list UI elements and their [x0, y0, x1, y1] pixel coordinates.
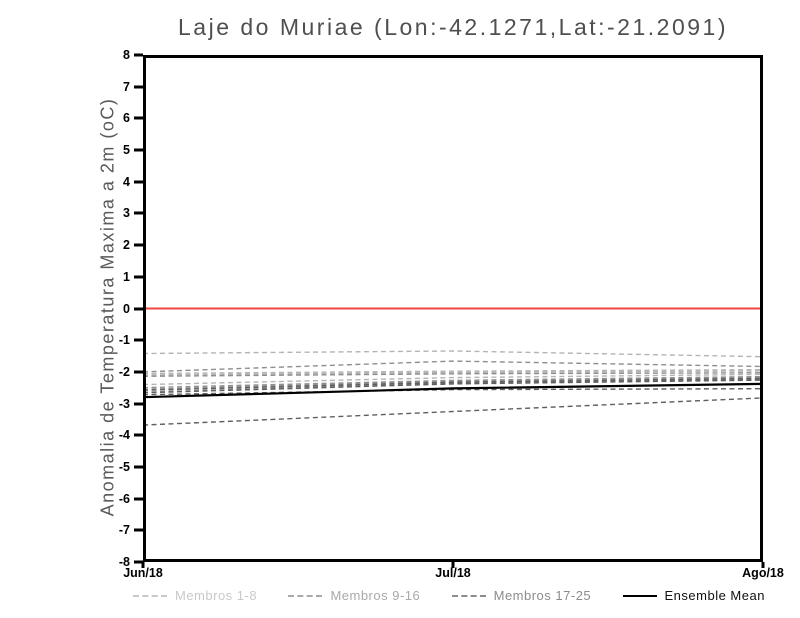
- y-tick-label: -2: [118, 364, 130, 379]
- y-tick-mark: [134, 528, 143, 532]
- y-axis-ticks: 8 7 6 5 4 3 2 1 0 -1 -2 -3 -4 -5 -6 -7 -8: [0, 48, 143, 569]
- y-tick-label: 8: [123, 48, 130, 62]
- y-tick-mark: [134, 402, 143, 406]
- y-tick-label: 2: [123, 238, 130, 253]
- legend-item: Membros 17-25: [451, 588, 592, 603]
- y-tick-label: 3: [123, 206, 130, 221]
- y-tick-mark: [134, 53, 143, 57]
- legend-label: Membros 1-8: [175, 588, 258, 603]
- member-line: [143, 370, 763, 376]
- member-line: [143, 360, 763, 373]
- dashed-line-swatch-icon: [288, 594, 323, 597]
- legend-label: Ensemble Mean: [664, 588, 765, 603]
- member-line: [143, 373, 763, 386]
- y-tick-mark: [134, 275, 143, 279]
- x-tick-mark: [451, 562, 455, 568]
- y-tick-label: -5: [118, 459, 130, 474]
- y-tick-mark: [134, 85, 143, 89]
- x-tick-label: Ago/18: [742, 566, 784, 580]
- y-tick-label: -3: [118, 396, 130, 411]
- y-tick-label: -7: [118, 523, 130, 538]
- solid-line-swatch-icon: [622, 594, 657, 597]
- y-tick-label: -6: [118, 491, 130, 506]
- x-tick-label: Jul/18: [435, 566, 471, 580]
- member-line: [143, 377, 763, 391]
- y-tick-mark: [134, 370, 143, 374]
- member-line: [143, 397, 763, 426]
- y-tick-mark: [134, 148, 143, 152]
- legend-item: Membros 1-8: [133, 588, 257, 603]
- legend-label: Membros 17-25: [493, 588, 592, 603]
- member-line: [143, 376, 763, 390]
- y-tick-mark: [134, 211, 143, 215]
- member-line: [143, 369, 763, 375]
- legend-label: Membros 9-16: [330, 588, 421, 603]
- y-tick-mark: [134, 497, 143, 501]
- y-tick-label: -8: [118, 555, 130, 569]
- legend-item: Membros 9-16: [288, 588, 420, 603]
- y-tick-mark: [134, 560, 143, 564]
- y-tick-label: 1: [123, 269, 130, 284]
- y-tick-mark: [134, 307, 143, 310]
- y-tick-label: 5: [123, 143, 130, 158]
- ensemble-mean-line: [143, 382, 763, 399]
- y-tick-mark: [134, 338, 143, 342]
- x-tick-mark: [761, 562, 765, 568]
- y-tick-label: -1: [118, 333, 130, 348]
- y-tick-label: 7: [123, 79, 130, 94]
- y-tick-mark: [134, 180, 143, 184]
- y-tick-mark: [134, 116, 143, 120]
- y-tick-mark: [134, 465, 143, 469]
- y-tick-mark: [134, 433, 143, 437]
- member-line: [143, 375, 763, 389]
- legend: Membros 1-8 Membros 9-16 Membros 17-25 Ense…: [133, 588, 765, 603]
- plot-area: [143, 55, 763, 562]
- y-tick-label: 4: [123, 174, 130, 189]
- dashed-line-swatch-icon: [133, 594, 167, 597]
- dashed-line-swatch-icon: [451, 594, 486, 597]
- y-tick-label: -4: [118, 428, 130, 443]
- x-tick-mark: [141, 562, 145, 568]
- y-tick-mark: [134, 243, 143, 247]
- x-axis-ticks: Jun/18 Jul/18 Ago/18: [123, 562, 784, 592]
- x-tick-label: Jun/18: [123, 566, 163, 580]
- y-tick-label: 6: [123, 111, 130, 126]
- plot-frame: [143, 55, 763, 562]
- plot-svg: [143, 55, 763, 562]
- legend-item: Ensemble Mean: [622, 588, 765, 603]
- member-line: [143, 388, 763, 396]
- chart-title: Laje do Muriae (Lon:-42.1271,Lat:-21.209…: [178, 14, 728, 40]
- member-line: [143, 350, 763, 358]
- member-line: [143, 372, 763, 377]
- member-line: [143, 379, 763, 394]
- y-tick-label: 0: [123, 301, 130, 316]
